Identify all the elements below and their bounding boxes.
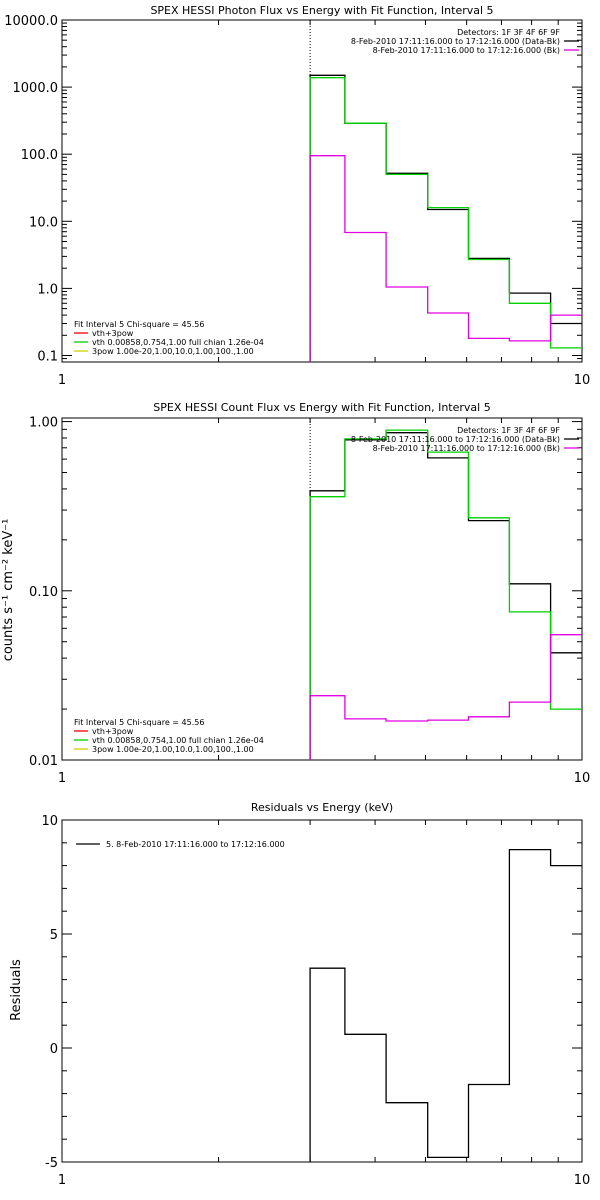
y-tick-label: 1.00: [29, 416, 58, 431]
y-tick-label: 0.10: [29, 585, 58, 600]
y-tick-label: 100.0: [21, 148, 58, 163]
x-tick-label: 10: [574, 1173, 591, 1188]
x-tick-label: 1: [58, 1173, 66, 1188]
legend-bottom-entry: vth 0.00858,0.754,1.00 full chian 1.26e-…: [92, 736, 264, 745]
legend-bottom-entry: 3pow 1.00e-20,1.00,10.0,1.00,100.,1.00: [92, 745, 254, 754]
x-tick-label: 10: [574, 771, 591, 786]
plot-frame: [61, 819, 583, 1163]
y-tick-label: 0: [50, 1042, 58, 1057]
x-tick-label: 10: [574, 373, 591, 388]
y-tick-label: -5: [45, 1156, 58, 1171]
legend-bottom-entry: vth+3pow: [92, 329, 134, 338]
photon-flux-plot: 1 10 0.1 1.0 10.0 100.0 1000.0 10000.0 Detectors…: [4, 14, 591, 388]
y-tick-label: 10: [41, 814, 58, 829]
legend-top-entry: 8-Feb-2010 17:11:16.000 to 17:12:16.000 …: [351, 435, 560, 444]
plot-frame: [61, 417, 583, 761]
y-tick-label: 10000.0: [4, 14, 58, 29]
y-tick-label: 1.0: [37, 282, 58, 297]
series-1-histogram: [309, 77, 582, 362]
legend-bottom-entry: Fit Interval 5 Chi-square = 45.56: [74, 718, 204, 727]
count-flux-panel: SPEX HESSI Count Flux vs Energy with Fit…: [1, 401, 591, 786]
plot-frame: [61, 19, 583, 363]
residuals-panel: Residuals vs Energy (keV) Residuals 1 10 -…: [9, 801, 591, 1188]
legend-top-entry: 8-Feb-2010 17:11:16.000 to 17:12:16.000 …: [351, 37, 560, 46]
x-tick-label: 1: [58, 373, 66, 388]
residuals-ylabel: Residuals: [9, 959, 24, 1021]
photon-flux-title: SPEX HESSI Photon Flux vs Energy with Fi…: [150, 4, 493, 17]
x-tick-label: 1: [58, 771, 66, 786]
legend-top-entry: 8-Feb-2010 17:11:16.000 to 17:12:16.000 …: [373, 444, 560, 453]
residuals-plot: 1 10 -5 0 5 10 5. 8-Feb-2010 17:11:16.000 to 1…: [41, 814, 591, 1188]
y-tick-label: 0.1: [37, 349, 58, 364]
y-tick-label: 1000.0: [13, 81, 59, 96]
residuals-title: Residuals vs Energy (keV): [251, 801, 393, 814]
legend-top-entry: 5. 8-Feb-2010 17:11:16.000 to 17:12:16.0…: [106, 840, 285, 849]
count-flux-ylabel: counts s⁻¹ cm⁻² keV⁻¹: [1, 519, 16, 662]
series-1-histogram: [309, 429, 582, 760]
count-flux-title: SPEX HESSI Count Flux vs Energy with Fit…: [153, 401, 490, 414]
legend-bottom-entry: vth 0.00858,0.754,1.00 full chian 1.26e-…: [92, 338, 264, 347]
legend-bottom-entry: Fit Interval 5 Chi-square = 45.56: [74, 320, 204, 329]
photon-flux-panel: SPEX HESSI Photon Flux vs Energy with Fi…: [4, 4, 591, 388]
y-tick-label: 0.01: [29, 754, 58, 769]
legend-top-entry: 8-Feb-2010 17:11:16.000 to 17:12:16.000 …: [373, 46, 560, 55]
legend-bottom-entry: 3pow 1.00e-20,1.00,10.0,1.00,100.,1.00: [92, 347, 254, 356]
series-2-histogram: [309, 155, 582, 362]
series-0-histogram: [309, 432, 582, 760]
y-tick-label: 5: [50, 928, 58, 943]
legend-top-entry: Detectors: 1F 3F 4F 6F 9F: [457, 426, 560, 435]
series-0-histogram: [309, 848, 582, 1162]
y-tick-label: 10.0: [29, 215, 58, 230]
legend-top-entry: Detectors: 1F 3F 4F 6F 9F: [457, 28, 560, 37]
series-2-histogram: [309, 634, 582, 760]
legend-bottom-entry: vth+3pow: [92, 727, 134, 736]
count-flux-plot: 1 10 0.01 0.10 1.00 Detectors: 1F 3F 4F 6F 9F…: [29, 416, 591, 786]
